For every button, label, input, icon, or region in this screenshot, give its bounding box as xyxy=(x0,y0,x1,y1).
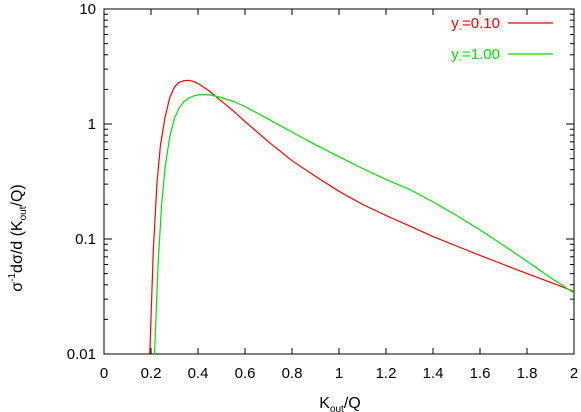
x-axis-label: Kout/Q xyxy=(319,395,360,412)
legend: y-=0.10 y-=1.00 xyxy=(451,15,553,66)
legend-label-1: y-=1.00 xyxy=(451,46,500,66)
x-tick-label: 1.4 xyxy=(423,365,444,382)
series-line-0 xyxy=(149,79,575,355)
x-tick-label: 0.4 xyxy=(188,365,209,382)
x-tick-label: 0.2 xyxy=(141,365,162,382)
plot-frame xyxy=(103,8,575,355)
y-tick-label: 10 xyxy=(79,1,96,18)
x-tick-label: 1.6 xyxy=(470,365,491,382)
y-axis-label: σ-1dσ/d (Kout/Q) xyxy=(7,184,29,291)
x-tick-label: 1.8 xyxy=(517,365,538,382)
legend-label-0: y-=0.10 xyxy=(451,15,500,35)
axes-frame xyxy=(103,8,575,355)
x-tick-label: 0.6 xyxy=(235,365,256,382)
series-line-1 xyxy=(153,93,575,355)
y-tick-label: 0.01 xyxy=(67,346,96,363)
x-tick-label: 0 xyxy=(100,365,108,382)
ticks: 0 0.2 0.4 0.6 0.8 1 1.2 1.4 1.6 1.8 2 0.01 0.1 1 10 xyxy=(67,1,578,382)
x-tick-label: 1 xyxy=(335,365,343,382)
y-tick-label: 1 xyxy=(88,116,96,133)
x-tick-label: 0.8 xyxy=(282,365,303,382)
x-tick-label: 2 xyxy=(570,365,578,382)
series-lines xyxy=(149,79,575,355)
x-tick-label: 1.2 xyxy=(376,365,397,382)
y-tick-label: 0.1 xyxy=(75,231,96,248)
